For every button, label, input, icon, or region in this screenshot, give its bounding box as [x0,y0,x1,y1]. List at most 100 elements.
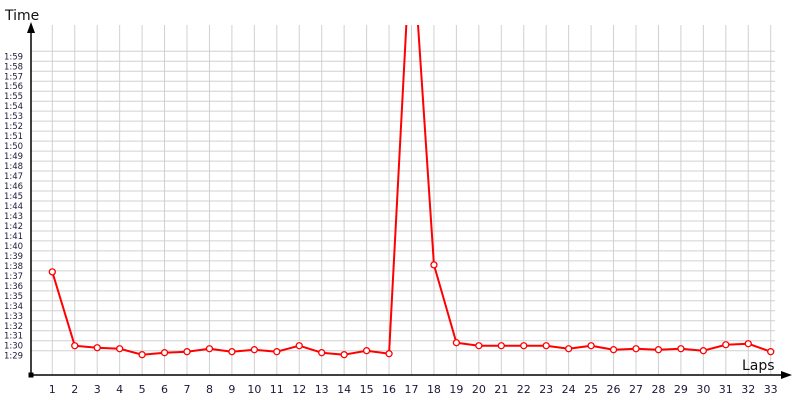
y-tick-label: 1:51 [4,132,23,142]
y-tick-label: 1:57 [4,72,23,82]
y-tick-label: 1:37 [4,272,23,282]
data-point [385,350,393,358]
x-tick-label: 7 [184,383,191,396]
y-tick-label: 1:45 [4,192,23,202]
origin-marker [28,372,34,378]
y-tick-label: 1:39 [4,252,23,262]
data-point [475,342,483,350]
data-point [183,348,191,356]
x-tick-label: 18 [427,383,441,396]
y-tick-label: 1:59 [4,52,23,62]
data-point [587,342,595,350]
data-point [565,345,573,353]
data-point [542,342,550,350]
x-tick-label: 5 [139,383,146,396]
data-point [362,347,371,355]
data-point [609,346,618,354]
y-tick-label: 1:58 [4,62,23,72]
x-tick-label: 20 [472,383,486,396]
y-tick-label: 1:49 [4,152,23,162]
data-point [228,348,236,356]
x-tick-label: 27 [629,383,643,396]
y-tick-label: 1:53 [4,112,23,122]
data-point [654,346,663,354]
x-tick-label: 4 [116,383,123,396]
y-tick-label: 1:32 [4,322,23,332]
y-axis-title: Time [4,8,39,24]
axes [27,22,792,379]
y-tick-label: 1:31 [4,332,23,342]
x-tick-label: 2 [71,383,78,396]
x-tick-label: 25 [584,383,598,396]
data-point [340,351,348,359]
x-tick-label: 11 [270,383,284,396]
x-tick-label: 31 [719,383,733,396]
y-tick-label: 1:34 [4,302,23,312]
x-tick-label: 8 [206,383,213,396]
data-point [116,345,124,353]
x-tick-label: 23 [539,383,553,396]
x-tick-label: 26 [607,383,621,396]
x-tick-label: 13 [315,383,329,396]
x-tick-label: 9 [228,383,235,396]
data-point [677,345,685,353]
y-tick-label: 1:35 [4,292,23,302]
x-tick-label: 10 [247,383,261,396]
data-point [93,344,101,352]
x-tick-label: 12 [292,383,306,396]
y-tick-label: 1:36 [4,282,23,292]
data-point [699,347,707,355]
x-axis-arrow-icon [781,371,792,379]
data-point [632,345,640,353]
x-tick-label: 19 [449,383,463,396]
data-point [295,342,303,350]
data-point [520,342,528,350]
x-tick-label: 1 [49,383,56,396]
y-tick-label: 1:54 [4,102,23,112]
y-tick-label: 1:33 [4,312,23,322]
y-tick-label: 1:50 [4,142,23,152]
x-tick-labels: 1 2 3 4 5 6 7 8 9 10 11 12 13 14 15 16 17 18 19 20 21 22 23 24 2… [49,383,778,396]
data-point [71,342,79,350]
x-tick-label: 15 [360,383,374,396]
y-axis-arrow-icon [27,22,35,33]
data-point [138,351,146,359]
y-tick-label: 1:55 [4,92,23,102]
data-point [160,349,169,357]
series [48,25,775,359]
data-point [250,346,259,354]
series-line [51,25,772,356]
x-tick-label: 3 [94,383,101,396]
x-tick-label: 30 [696,383,710,396]
x-tick-label: 32 [741,383,755,396]
y-tick-label: 1:47 [4,172,23,182]
y-tick-label: 1:29 [4,352,23,362]
grid [31,25,775,375]
y-tick-label: 1:40 [4,242,23,252]
data-point [722,341,730,349]
x-tick-label: 16 [382,383,396,396]
x-tick-label: 21 [494,383,508,396]
data-point [767,348,775,356]
data-point [48,268,56,276]
x-tick-label: 6 [161,383,168,396]
x-tick-label: 22 [517,383,531,396]
data-point [205,345,214,353]
y-tick-label: 1:43 [4,212,23,222]
y-tick-label: 1:42 [4,222,23,232]
y-tick-label: 1:44 [4,202,23,212]
x-tick-label: 29 [674,383,688,396]
data-point [452,339,461,347]
data-point [744,340,752,348]
x-tick-label: 33 [764,383,778,396]
y-tick-label: 1:46 [4,182,23,192]
y-tick-label: 1:48 [4,162,23,172]
x-tick-label: 24 [562,383,576,396]
data-point [273,348,281,356]
x-tick-label: 14 [337,383,351,396]
y-tick-labels: 1:291:301:311:321:331:341:351:361:371:38… [4,52,23,361]
y-tick-label: 1:52 [4,122,23,132]
x-tick-label: 28 [651,383,665,396]
y-tick-label: 1:38 [4,262,23,272]
